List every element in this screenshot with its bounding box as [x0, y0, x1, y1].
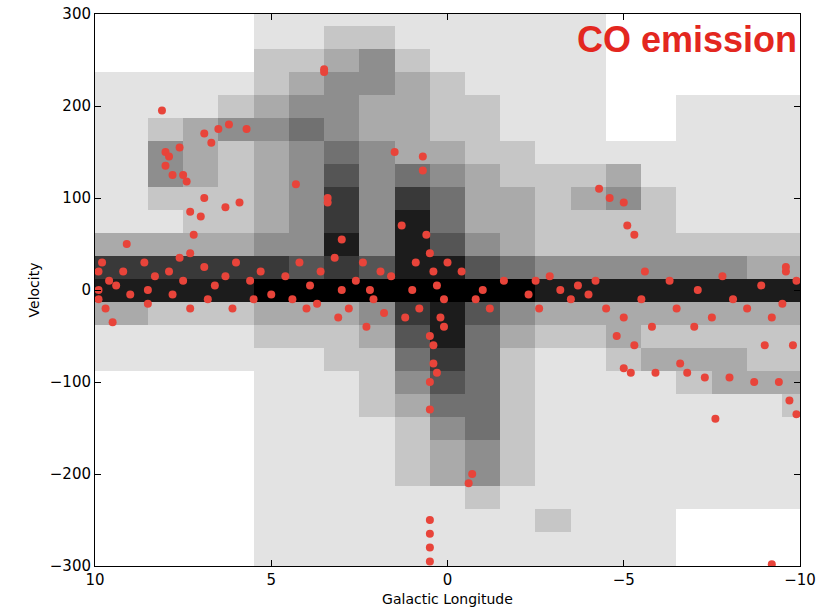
- svg-text:−10: −10: [784, 571, 816, 589]
- svg-text:−5: −5: [613, 571, 635, 589]
- svg-text:0: 0: [443, 571, 453, 589]
- svg-text:−300: −300: [50, 557, 91, 575]
- svg-text:10: 10: [85, 571, 104, 589]
- svg-text:−100: −100: [50, 373, 91, 391]
- svg-text:Galactic Longitude: Galactic Longitude: [382, 591, 513, 607]
- svg-text:300: 300: [62, 5, 91, 23]
- svg-text:0: 0: [81, 281, 91, 299]
- svg-text:−200: −200: [50, 465, 91, 483]
- svg-text:5: 5: [266, 571, 276, 589]
- svg-text:CO emission: CO emission: [577, 19, 797, 60]
- svg-text:100: 100: [62, 189, 91, 207]
- svg-text:Velocity: Velocity: [26, 263, 42, 318]
- svg-text:200: 200: [62, 97, 91, 115]
